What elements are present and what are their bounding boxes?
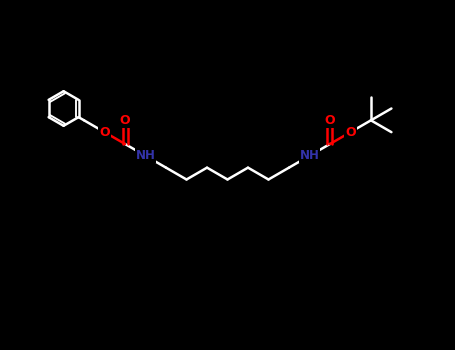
Text: O: O bbox=[99, 126, 110, 139]
Text: O: O bbox=[120, 114, 131, 127]
Text: O: O bbox=[324, 114, 335, 127]
Text: O: O bbox=[345, 126, 356, 139]
Text: NH: NH bbox=[136, 149, 156, 162]
Text: NH: NH bbox=[299, 149, 319, 162]
